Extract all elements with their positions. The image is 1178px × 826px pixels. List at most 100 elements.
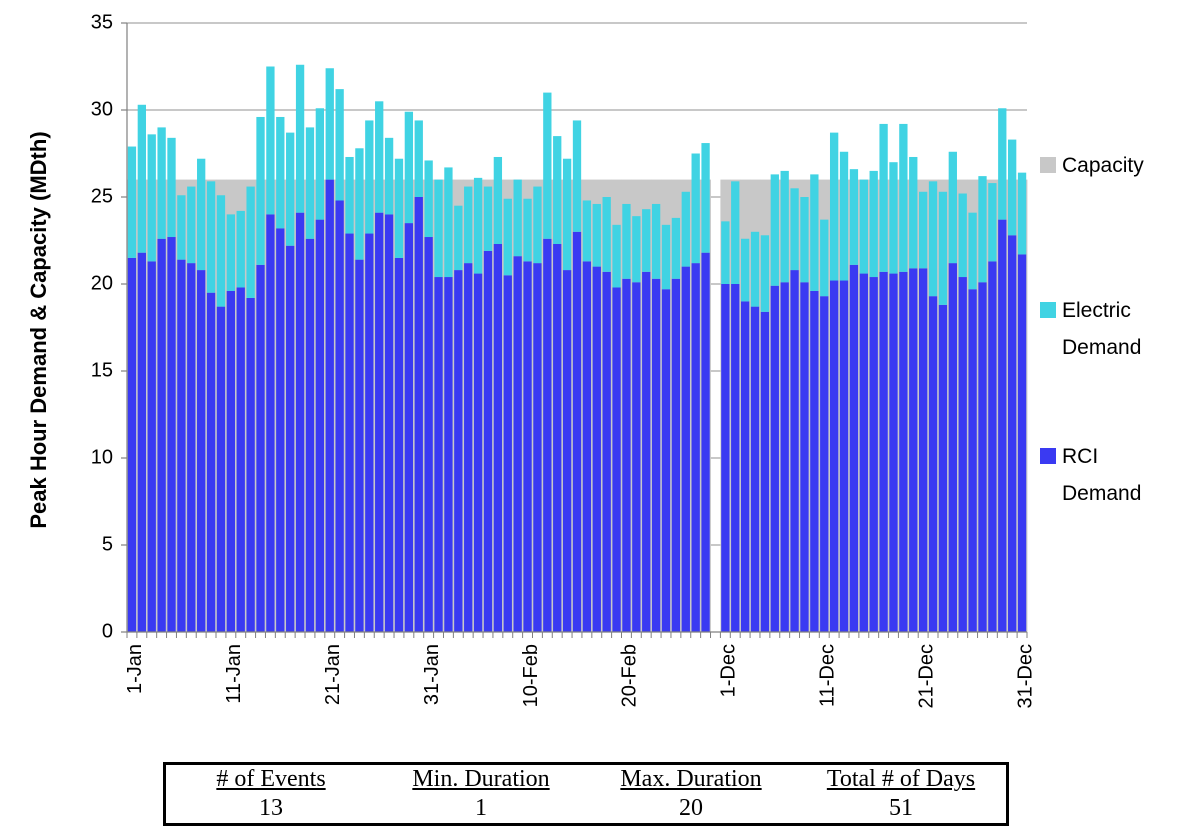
bar-segment	[859, 179, 868, 274]
table-cell: 13	[259, 795, 283, 821]
bar-segment	[790, 270, 799, 632]
bar-segment	[602, 271, 611, 632]
bar-segment	[562, 270, 572, 632]
bar-segment	[295, 212, 305, 632]
bar-segment	[958, 193, 967, 278]
bar-segment	[820, 296, 829, 632]
bar-segment	[780, 170, 789, 283]
legend-label: Capacity	[1062, 154, 1144, 177]
bar-segment	[612, 224, 621, 288]
bar-segment	[553, 243, 562, 633]
x-tick-label: 11-Dec	[817, 644, 839, 707]
bar-segment	[661, 289, 671, 632]
bar-segment	[226, 214, 235, 291]
bar-segment	[780, 282, 789, 632]
bar-segment	[760, 235, 770, 312]
bar-segment	[414, 120, 423, 197]
bar-segment	[602, 197, 611, 272]
table-cell: 51	[889, 795, 913, 821]
bar-segment	[691, 263, 700, 632]
x-tick-label: 31-Jan	[421, 644, 443, 705]
table-cell: 20	[679, 795, 703, 821]
bar-segment	[701, 143, 710, 253]
table-header: Max. Duration	[620, 766, 762, 792]
y-tick-label: 10	[91, 446, 113, 468]
x-tick-label: 21-Jan	[322, 644, 344, 705]
bar-segment	[829, 280, 839, 632]
bar-segment	[899, 123, 908, 272]
bar-segment	[928, 296, 938, 632]
bar-segment	[909, 156, 918, 269]
bar-segment	[800, 282, 809, 632]
bar-segment	[760, 311, 770, 632]
bar-segment	[365, 120, 374, 234]
bar-segment	[256, 116, 265, 265]
bar-segment	[147, 134, 156, 262]
table-header: # of Events	[216, 766, 326, 792]
bar-segment	[434, 179, 443, 278]
x-tick-label: 1-Jan	[124, 644, 146, 694]
bar-segment	[740, 238, 750, 302]
bar-segment	[305, 238, 315, 632]
bar-segment	[513, 256, 522, 632]
legend-label: Electric Demand	[1062, 299, 1142, 359]
bar-segment	[167, 137, 176, 238]
bar-segment	[731, 284, 740, 632]
bar-segment	[434, 277, 443, 632]
bar-segment	[938, 304, 948, 632]
bar-segment	[533, 186, 542, 264]
bar-segment	[879, 271, 888, 632]
bar-segment	[464, 263, 473, 632]
bar-segment	[157, 238, 166, 632]
bar-segment	[325, 179, 334, 632]
bar-segment	[394, 158, 404, 258]
bar-segment	[909, 268, 918, 632]
x-tick-label: 11-Jan	[223, 644, 245, 704]
bar-segment	[810, 174, 819, 291]
bar-segment	[810, 290, 819, 632]
bar-segment	[889, 162, 898, 274]
bar-segment	[770, 285, 779, 632]
bar-segment	[137, 104, 146, 253]
bar-segment	[721, 221, 730, 284]
chart: Peak Hour Demand & Capacity (MDth) 0 5 10 1…	[26, 11, 1037, 708]
bar-segment	[424, 237, 433, 632]
bar-segment	[919, 268, 928, 632]
y-tick-label: 35	[91, 11, 113, 33]
bar-segment	[384, 137, 394, 215]
bar-segment	[750, 306, 760, 632]
bar-segment	[958, 277, 967, 632]
bar-segment	[543, 238, 552, 632]
bar-segment	[404, 223, 414, 632]
bar-segment	[592, 203, 601, 267]
bar-segment	[286, 132, 295, 246]
bar-segment	[187, 263, 196, 632]
y-tick-label: 0	[102, 620, 113, 642]
legend-swatch	[1040, 302, 1056, 318]
bar-segment	[978, 282, 987, 632]
bar-segment	[335, 89, 344, 201]
bar-segment	[632, 282, 641, 632]
bar-segment	[513, 179, 522, 257]
bar-segment	[206, 181, 216, 293]
bar-segment	[938, 191, 948, 305]
bar-segment	[800, 197, 809, 283]
bar-segment	[869, 170, 878, 278]
x-tick-label: 1-Dec	[718, 644, 740, 697]
bar-segment	[572, 120, 582, 232]
bar-segment	[839, 280, 849, 632]
bar-segment	[483, 250, 493, 632]
y-tick-label: 15	[91, 359, 113, 381]
bar-segment	[206, 292, 216, 632]
bar-segment	[444, 167, 453, 278]
bar-segment	[414, 197, 423, 632]
bar-segment	[889, 273, 898, 632]
x-tick-label: 21-Dec	[915, 644, 937, 708]
table-header: Total # of Days	[826, 766, 976, 792]
bar-segment	[849, 169, 859, 265]
bar-segment	[394, 257, 404, 632]
bar-segment	[919, 191, 928, 269]
bar-segment	[572, 231, 582, 633]
bar-segment	[493, 156, 503, 244]
